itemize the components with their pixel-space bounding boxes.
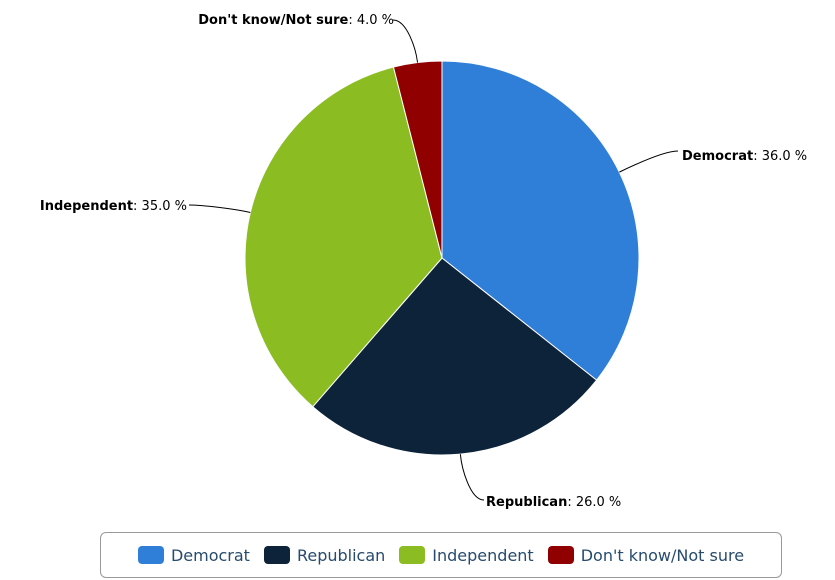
- pie-slice-republican[interactable]: [312, 257, 598, 456]
- data-label-don-t-know-not-sure: Don't know/Not sure: 4.0 %: [198, 13, 394, 28]
- connector-don-t-know-not-sure: [392, 19, 419, 63]
- legend-label: Independent: [432, 545, 534, 565]
- data-label-name: Don't know/Not sure: [198, 13, 348, 28]
- connector-independent: [188, 204, 251, 213]
- legend-item-democrat[interactable]: Democrat: [137, 545, 250, 565]
- data-label-republican: Republican: 26.0 %: [486, 495, 621, 510]
- legend-item-republican[interactable]: Republican: [263, 545, 386, 565]
- legend-label: Don't know/Not sure: [580, 545, 745, 565]
- legend-swatch: [547, 546, 574, 564]
- label-connectors: [188, 19, 679, 501]
- pie-slice-don-t-know-not-sure[interactable]: [392, 60, 443, 259]
- data-label-independent: Independent: 35.0 %: [40, 199, 187, 214]
- legend-item-independent[interactable]: Independent: [399, 545, 534, 565]
- pie-slices: [244, 60, 640, 456]
- legend-item-don-t-know-not-sure[interactable]: Don't know/Not sure: [547, 545, 745, 565]
- data-label-name: Republican: [486, 495, 567, 510]
- legend-swatch: [137, 546, 164, 564]
- connector-republican: [459, 454, 485, 501]
- data-labels: Democrat: 36.0 % Republican: 26.0 % Indepe…: [40, 13, 807, 510]
- data-label-value: : 4.0 %: [348, 13, 394, 28]
- data-label-value: : 35.0 %: [133, 199, 187, 214]
- connector-democrat: [619, 150, 679, 173]
- legend-swatch: [263, 546, 290, 564]
- legend-label: Republican: [296, 545, 386, 565]
- legend-label: Democrat: [170, 545, 250, 565]
- data-label-democrat: Democrat: 36.0 %: [682, 149, 807, 164]
- legend: Democrat Republican Independent Don't know/…: [100, 532, 782, 578]
- pie-chart: Democrat: 36.0 % Republican: 26.0 % Indepe…: [40, 13, 807, 510]
- data-label-value: : 26.0 %: [567, 495, 621, 510]
- pie-slice-independent[interactable]: [244, 66, 443, 408]
- data-label-name: Independent: [40, 199, 133, 214]
- legend-swatch: [399, 546, 426, 564]
- data-label-value: : 36.0 %: [753, 149, 807, 164]
- data-label-name: Democrat: [682, 149, 753, 164]
